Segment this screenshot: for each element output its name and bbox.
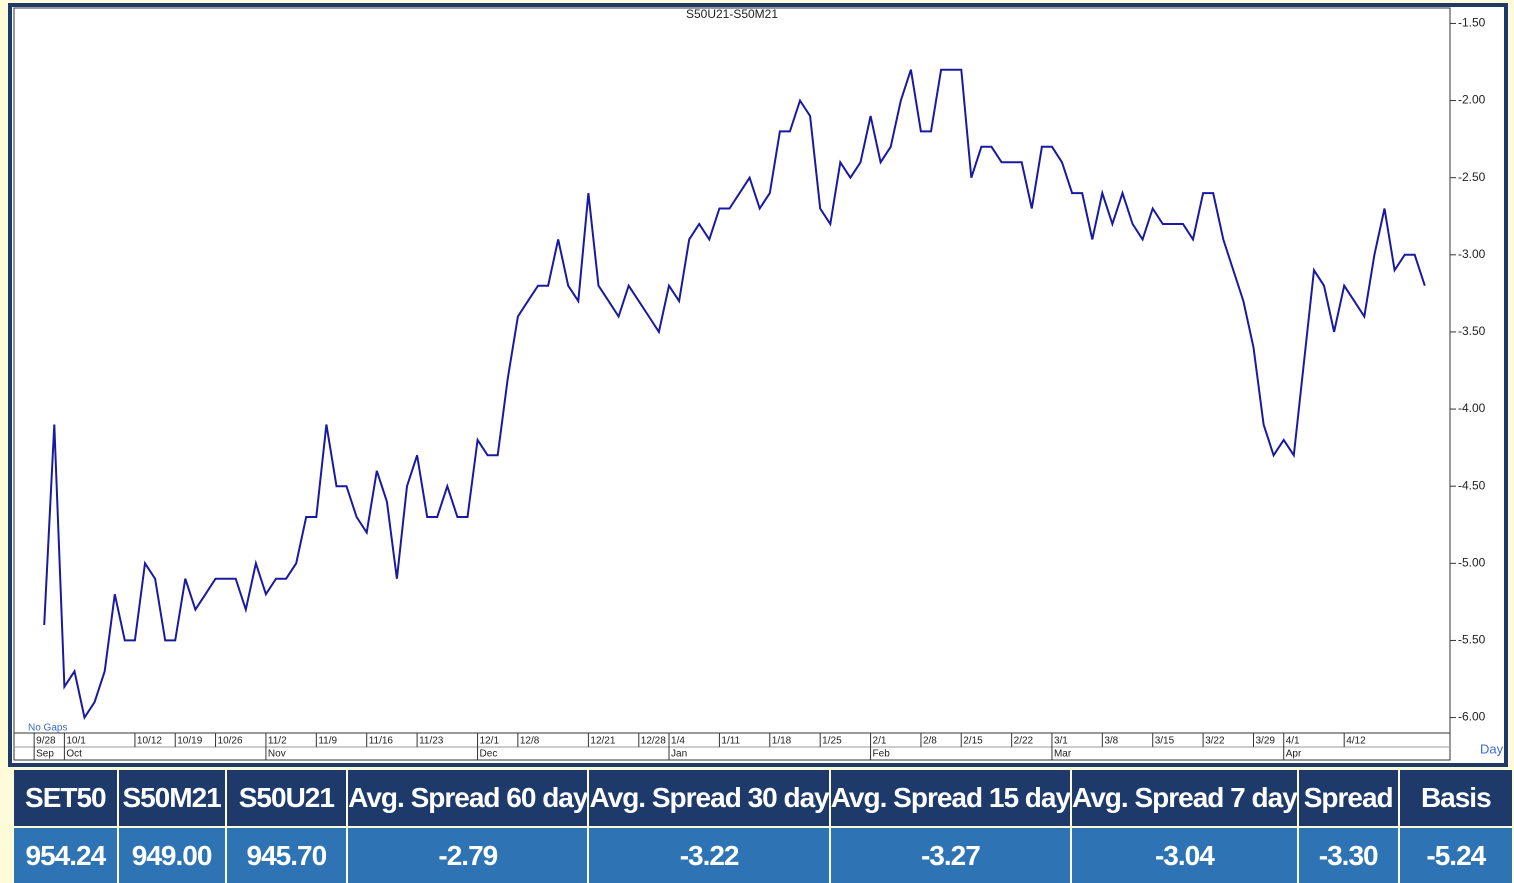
month-label: Nov bbox=[268, 749, 286, 760]
value-cell: -3.04 bbox=[1071, 826, 1299, 883]
month-label: Apr bbox=[1286, 749, 1302, 760]
value-cell: 945.70 bbox=[225, 826, 349, 883]
y-tick-label: -5.00 bbox=[1458, 555, 1486, 569]
plot-border bbox=[13, 7, 1451, 761]
y-tick-label: -4.00 bbox=[1458, 401, 1486, 415]
x-tick-label: 3/29 bbox=[1255, 736, 1275, 747]
x-tick-label: 3/1 bbox=[1054, 736, 1068, 747]
value-cell: 954.24 bbox=[14, 826, 119, 883]
header-cell: Avg. Spread 30 day bbox=[588, 770, 831, 827]
x-tick-label: 10/26 bbox=[218, 736, 243, 747]
header-cell: Spread bbox=[1297, 770, 1400, 827]
y-tick-label: -3.00 bbox=[1458, 247, 1486, 261]
header-cell: Avg. Spread 7 day bbox=[1071, 770, 1299, 827]
x-tick-label: 12/8 bbox=[520, 736, 540, 747]
x-tick-label: 2/8 bbox=[923, 736, 937, 747]
x-tick-label: 10/19 bbox=[177, 736, 202, 747]
chart: S50U21-S50M21 No Gaps Day -1.50 -2.00 -2.5… bbox=[8, 3, 1508, 767]
x-tick-label: 4/12 bbox=[1346, 736, 1366, 747]
month-label: Feb bbox=[873, 749, 891, 760]
x-tick-label: 11/23 bbox=[419, 736, 444, 747]
header-cell: Avg. Spread 15 day bbox=[829, 770, 1073, 827]
header-row: SET50 S50M21 S50U21 Avg. Spread 60 day A… bbox=[14, 770, 1514, 827]
x-tick-label: 11/9 bbox=[318, 736, 337, 747]
x-tick-label: 3/15 bbox=[1155, 736, 1175, 747]
month-label: Jan bbox=[671, 749, 687, 760]
x-tick-label: 3/22 bbox=[1205, 736, 1225, 747]
x-tick-label: 12/21 bbox=[590, 736, 615, 747]
y-tick-label: -5.50 bbox=[1458, 633, 1486, 647]
chart-background bbox=[12, 7, 1504, 763]
y-tick-label: -3.50 bbox=[1458, 324, 1486, 338]
summary-table: SET50 S50M21 S50U21 Avg. Spread 60 day A… bbox=[14, 770, 1514, 883]
month-label: Oct bbox=[66, 749, 82, 760]
x-tick-label: 1/18 bbox=[772, 736, 792, 747]
y-tick-label: -4.50 bbox=[1458, 478, 1486, 492]
value-cell: -2.79 bbox=[347, 826, 590, 883]
month-label: Dec bbox=[480, 749, 498, 760]
value-cell: -3.30 bbox=[1297, 826, 1400, 883]
x-axis-label: Day bbox=[1480, 741, 1504, 756]
x-tick-label: 1/25 bbox=[822, 736, 842, 747]
chart-title: S50U21-S50M21 bbox=[686, 7, 778, 21]
value-cell: -5.24 bbox=[1398, 826, 1514, 883]
header-cell: SET50 bbox=[14, 770, 119, 827]
value-cell: -3.22 bbox=[588, 826, 831, 883]
header-cell: Avg. Spread 60 day bbox=[347, 770, 590, 827]
x-tick-label: 1/11 bbox=[721, 736, 740, 747]
gap-note: No Gaps bbox=[28, 723, 67, 734]
y-tick-label: -2.00 bbox=[1458, 93, 1486, 107]
x-tick-label: 2/22 bbox=[1014, 736, 1034, 747]
x-tick-label: 11/2 bbox=[268, 736, 287, 747]
value-cell: 949.00 bbox=[117, 826, 227, 883]
x-tick-label: 9/28 bbox=[36, 736, 56, 747]
month-label: Mar bbox=[1054, 749, 1072, 760]
x-tick-label: 12/28 bbox=[641, 736, 666, 747]
x-tick-label: 1/4 bbox=[671, 736, 685, 747]
x-tick-label: 3/8 bbox=[1104, 736, 1118, 747]
month-label: Sep bbox=[36, 749, 54, 760]
x-tick-label: 4/1 bbox=[1286, 736, 1300, 747]
x-tick-label: 2/1 bbox=[873, 736, 887, 747]
x-tick-label: 10/1 bbox=[66, 736, 86, 747]
x-tick-label: 11/16 bbox=[369, 736, 394, 747]
x-tick-label: 2/15 bbox=[963, 736, 983, 747]
y-tick-label: -2.50 bbox=[1458, 170, 1486, 184]
header-cell: S50U21 bbox=[225, 770, 349, 827]
data-line bbox=[43, 68, 1426, 721]
x-tick-label: 12/1 bbox=[480, 736, 500, 747]
y-tick-label: -6.00 bbox=[1458, 710, 1486, 724]
value-row: 954.24 949.00 945.70 -2.79 -3.22 -3.27 -… bbox=[14, 826, 1514, 883]
x-tick-label: 10/12 bbox=[137, 736, 162, 747]
value-cell: -3.27 bbox=[829, 826, 1073, 883]
header-cell: S50M21 bbox=[117, 770, 227, 827]
y-tick-label: -1.50 bbox=[1458, 16, 1486, 30]
header-cell: Basis bbox=[1398, 770, 1514, 827]
